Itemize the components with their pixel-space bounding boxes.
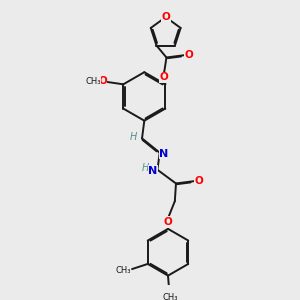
- Text: H: H: [130, 132, 137, 142]
- Text: N: N: [148, 166, 158, 176]
- Text: CH₃: CH₃: [163, 293, 178, 300]
- Text: O: O: [161, 11, 170, 22]
- Text: O: O: [159, 73, 168, 82]
- Text: CH₃: CH₃: [116, 266, 131, 275]
- Text: O: O: [194, 176, 203, 186]
- Text: O: O: [98, 76, 107, 86]
- Text: H: H: [142, 163, 149, 173]
- Text: O: O: [164, 217, 172, 227]
- Text: O: O: [185, 50, 194, 60]
- Text: CH₃: CH₃: [85, 77, 100, 86]
- Text: N: N: [159, 149, 168, 159]
